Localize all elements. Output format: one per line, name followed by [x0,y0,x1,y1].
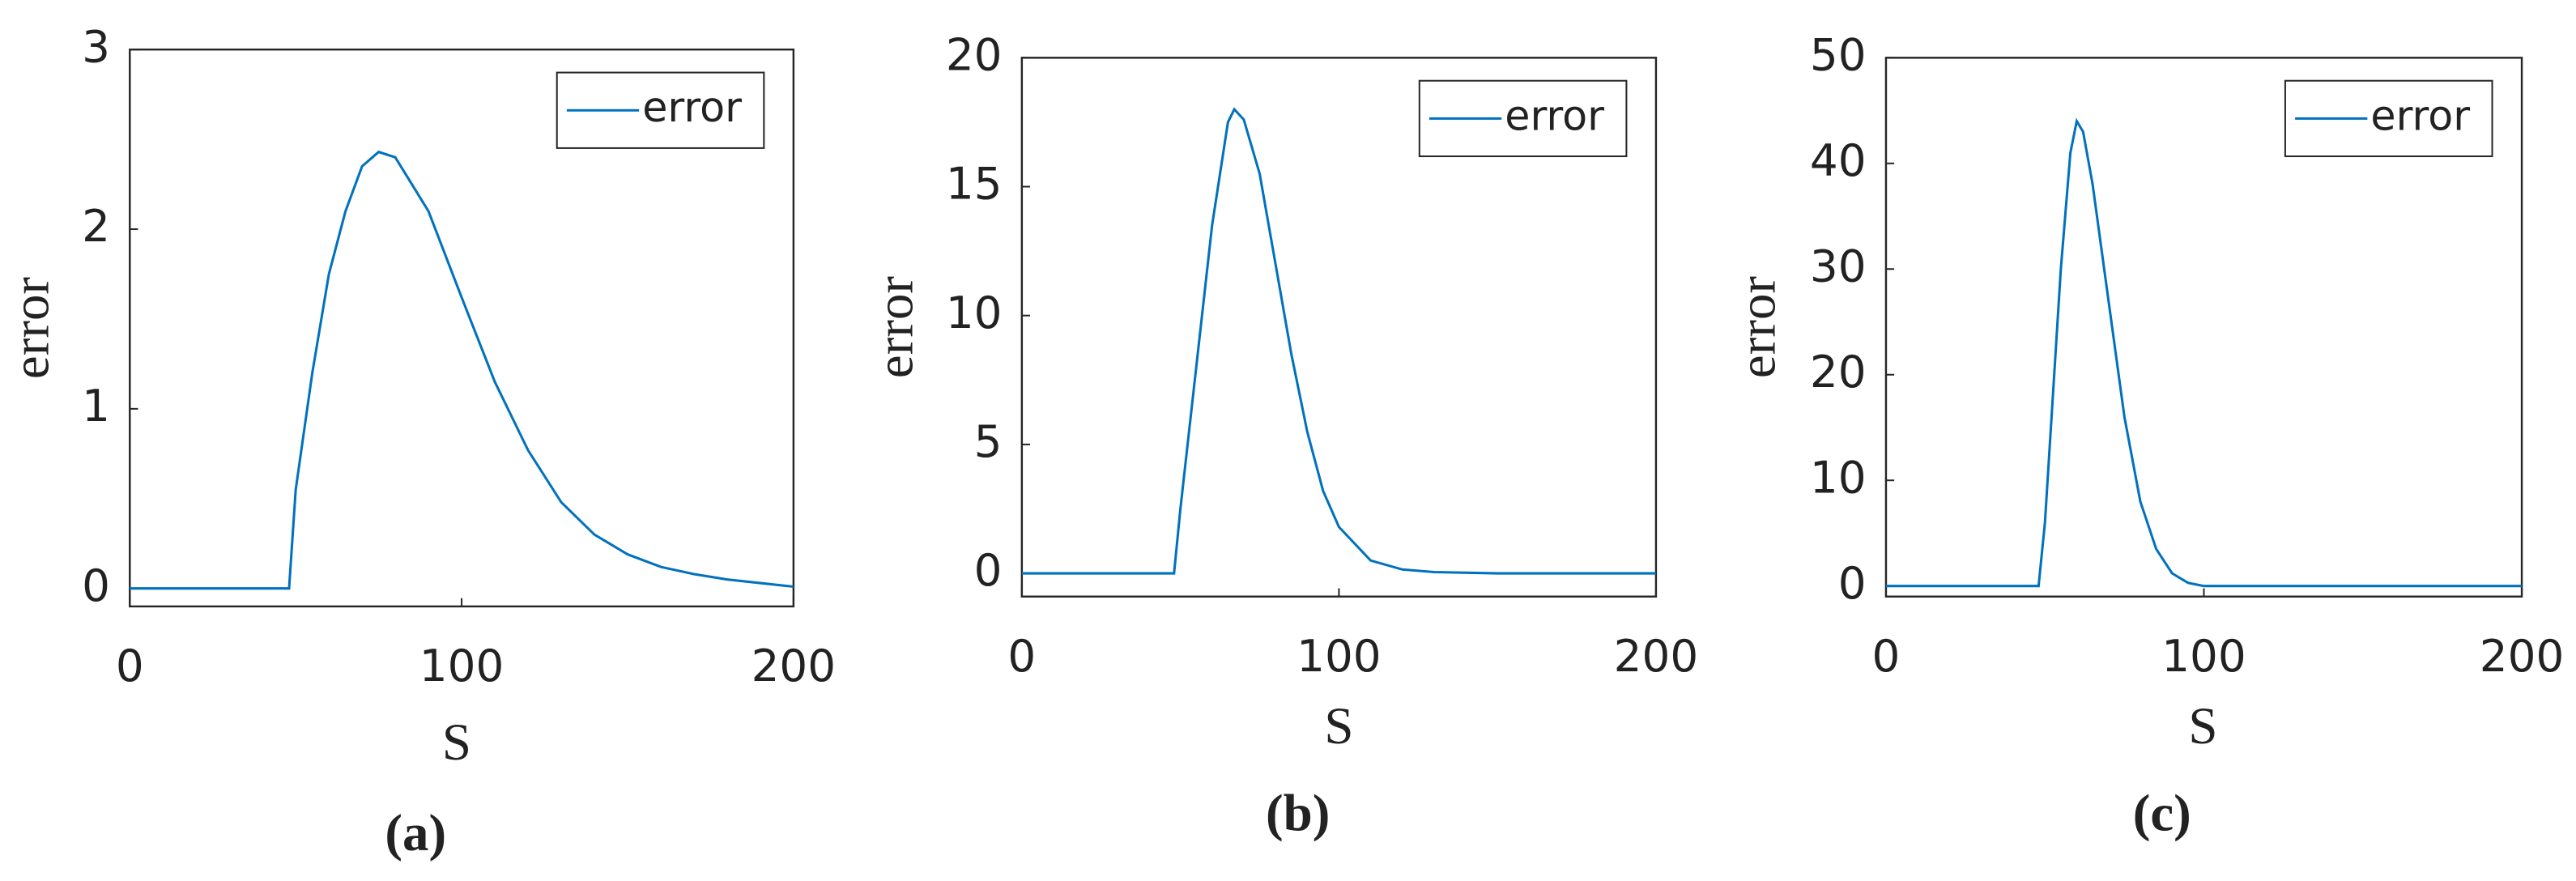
y-tick-label: 40 [1810,134,1867,186]
y-tick-label: 1 [82,380,110,432]
y-tick-label: 3 [82,20,110,72]
y-tick-label: 5 [974,415,1003,467]
y-axis-label: error [1729,276,1787,378]
legend-label: error [1505,92,1604,139]
y-axis-label: error [2,277,61,379]
legend-label: error [642,83,742,131]
x-tick-label: 200 [2480,630,2565,682]
y-tick-label: 2 [82,200,110,252]
data-line [1021,107,1656,575]
y-tick-label: 15 [946,158,1003,210]
y-tick-label: 20 [946,28,1003,80]
y-tick-label: 10 [1810,451,1867,503]
legend-label: error [2370,92,2470,139]
y-tick-label: 30 [1810,240,1867,292]
y-tick-label: 0 [1838,557,1867,609]
x-tick-label: 100 [2161,630,2246,682]
x-tick-label: 0 [1872,630,1901,682]
x-tick-label: 100 [419,640,505,692]
x-axis-label: S [442,713,471,772]
panel-label: (b) [1266,784,1330,842]
panel-label: (a) [385,804,446,862]
data-line [1885,117,2523,588]
x-axis-label: S [2188,697,2217,755]
y-tick-label: 0 [974,544,1003,596]
y-axis-label: error [866,276,925,378]
y-tick-label: 20 [1810,346,1867,398]
x-tick-label: 200 [1614,630,1699,682]
panel-label: (c) [2133,784,2191,842]
y-tick-label: 50 [1810,28,1867,80]
x-tick-label: 0 [116,640,144,692]
y-tick-label: 10 [946,287,1003,338]
x-tick-label: 100 [1297,630,1382,682]
y-tick-label: 0 [82,560,110,611]
x-axis-label: S [1324,697,1353,755]
x-tick-label: 200 [752,640,837,692]
x-tick-label: 0 [1007,630,1036,682]
data-line [130,150,794,590]
